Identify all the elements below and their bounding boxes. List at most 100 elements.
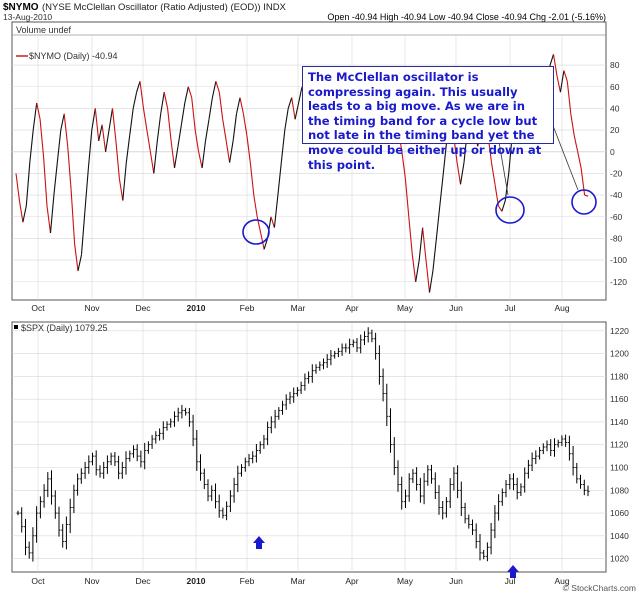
nymo-line-segment	[156, 113, 162, 141]
nymo-line-segment	[411, 254, 417, 282]
nymo-y-tick-label: 40	[610, 103, 620, 113]
spx-x-axis: Oct Nov Dec 2010 Feb Mar Apr May Jun Jul Aug	[31, 576, 569, 586]
nymo-line-segment	[249, 162, 255, 196]
nymo-line-segment	[180, 102, 186, 125]
nymo-line-segment	[222, 119, 227, 141]
nymo-grid	[12, 36, 606, 300]
spx-x-tick-label: Feb	[240, 576, 255, 586]
nymo-x-tick-label: Aug	[554, 303, 569, 313]
spx-series	[16, 327, 590, 562]
nymo-line-segment	[191, 97, 196, 131]
nymo-line-segment	[101, 124, 107, 152]
annotation-layer	[242, 117, 597, 578]
nymo-line-segment	[208, 97, 213, 120]
spx-y-axis: 1220 1200 1180 1160 1140 1120 1100 1080 1060 1040…	[610, 326, 629, 564]
nymo-x-tick-label: Dec	[135, 303, 151, 313]
nymo-y-tick-label: 60	[610, 82, 620, 92]
spx-x-tick-label: Apr	[345, 576, 358, 586]
nymo-x-tick-label: Oct	[31, 303, 45, 313]
nymo-line-segment	[556, 75, 561, 93]
nymo-y-tick-label: -80	[610, 233, 623, 243]
nymo-x-tick-label: Jun	[449, 303, 463, 313]
spx-x-tick-label: Nov	[84, 576, 100, 586]
nymo-line-segment	[201, 140, 207, 169]
nymo-y-tick-label: -20	[610, 168, 623, 178]
nymo-line-segment	[263, 238, 269, 250]
nymo-line-segment	[43, 157, 48, 206]
nymo-line-segment	[401, 151, 406, 179]
nymo-line-segment	[404, 178, 410, 217]
cycle-low-circle-aug	[571, 189, 597, 215]
spx-y-tick-label: 1080	[610, 485, 629, 495]
nymo-line-segment	[167, 108, 172, 141]
nymo-line-segment	[53, 162, 58, 196]
nymo-line-segment	[198, 151, 203, 169]
nymo-line-segment	[63, 113, 69, 147]
spx-y-tick-label: 1160	[610, 394, 629, 404]
spx-x-tick-label: Dec	[135, 576, 151, 586]
spx-y-tick-label: 1200	[610, 349, 629, 359]
spx-x-tick-label: Jul	[505, 576, 516, 586]
nymo-line-segment	[139, 81, 145, 109]
nymo-line-segment	[56, 130, 62, 163]
nymo-line-segment	[80, 211, 86, 255]
nymo-x-tick-label: Nov	[84, 303, 100, 313]
nymo-line-segment	[115, 140, 120, 179]
volume-legend: Volume undef	[16, 25, 72, 35]
spx-x-tick-label: Jun	[449, 576, 463, 586]
nymo-line-segment	[136, 81, 141, 93]
cycle-low-arrow-feb	[253, 536, 265, 549]
spx-y-tick-label: 1060	[610, 508, 629, 518]
nymo-x-tick-label: Feb	[240, 303, 255, 313]
nymo-line-segment	[563, 70, 568, 82]
nymo-line-segment	[277, 162, 282, 196]
nymo-line-segment	[577, 151, 582, 169]
nymo-line-segment	[559, 70, 565, 93]
nymo-line-segment	[173, 146, 179, 169]
nymo-line-segment	[204, 119, 210, 141]
nymo-y-axis: 80 60 40 20 0 -20 -40 -60 -80 -100 -120	[610, 60, 627, 287]
cycle-low-circle-jul	[495, 196, 525, 224]
cycle-low-arrow-jul	[507, 565, 519, 578]
nymo-line-segment	[39, 119, 45, 158]
nymo-line-segment	[25, 162, 31, 206]
header-description: (NYSE McClellan Oscillator (Ratio Adjust…	[42, 2, 287, 13]
nymo-x-tick-label: Jul	[505, 303, 516, 313]
nymo-line-segment	[67, 146, 72, 190]
nymo-line-segment	[111, 108, 117, 141]
spx-legend-swatch	[14, 325, 18, 329]
nymo-line-segment	[163, 92, 169, 109]
nymo-line-segment	[260, 232, 265, 250]
header-date: 13-Aug-2010	[3, 12, 52, 22]
nymo-line-segment	[422, 227, 427, 261]
spx-x-tick-label: Aug	[554, 576, 569, 586]
annotation-note: The McClellan oscillator is compressing …	[302, 66, 554, 172]
nymo-line-segment	[87, 130, 93, 169]
nymo-line-segment	[105, 130, 110, 152]
nymo-line-segment	[456, 162, 462, 185]
nymo-line-segment	[435, 205, 441, 239]
nymo-line-segment	[215, 81, 220, 93]
nymo-legend: $NYMO (Daily) -40.94	[29, 51, 118, 61]
nymo-line-segment	[490, 162, 496, 185]
nymo-line-segment	[49, 195, 55, 234]
nymo-x-tick-label: May	[397, 303, 414, 313]
spx-grid	[12, 323, 606, 572]
nymo-x-axis: Oct Nov Dec 2010 Feb Mar Apr May Jun Jul Aug	[31, 303, 569, 313]
nymo-line-segment	[160, 92, 165, 114]
callout-line-aug	[549, 117, 579, 191]
nymo-line-segment	[235, 97, 241, 114]
nymo-line-segment	[294, 102, 300, 120]
nymo-line-segment	[118, 178, 124, 201]
nymo-line-segment	[242, 113, 248, 136]
nymo-line-segment	[18, 200, 24, 223]
nymo-line-segment	[566, 81, 572, 114]
nymo-line-segment	[94, 108, 100, 141]
nymo-line-segment	[253, 195, 258, 217]
nymo-line-segment	[132, 92, 138, 109]
nymo-line-segment	[239, 97, 244, 114]
nymo-line-segment	[273, 195, 279, 228]
nymo-line-segment	[432, 238, 437, 271]
